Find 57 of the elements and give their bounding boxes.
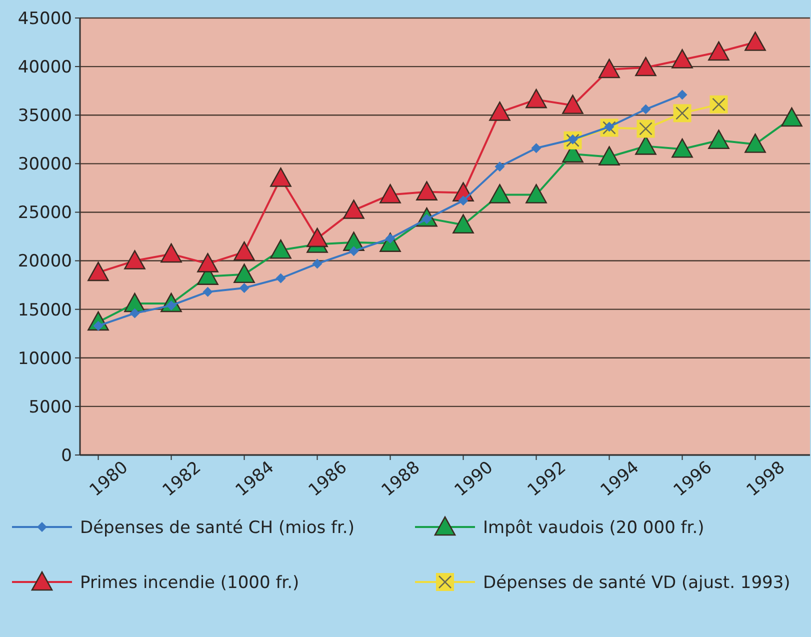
y-tick-label: 20000	[18, 252, 72, 272]
legend-label: Impôt vaudois (20 000 fr.)	[483, 518, 704, 538]
point	[708, 130, 730, 150]
y-tick-label: 40000	[18, 58, 72, 78]
y-tick-label: 25000	[18, 203, 72, 224]
point	[270, 168, 292, 187]
y-tick-label: 45000	[18, 8, 72, 29]
y-tick-label: 5000	[28, 397, 72, 418]
point	[88, 262, 109, 282]
y-tick-label: 15000	[18, 300, 72, 320]
point	[343, 200, 364, 219]
point	[130, 308, 140, 318]
point	[124, 250, 146, 270]
point	[526, 184, 547, 204]
point	[744, 32, 766, 51]
point	[677, 90, 688, 100]
point	[312, 258, 322, 269]
y-tick-label: 10000	[18, 348, 72, 369]
point	[197, 253, 218, 272]
point	[489, 102, 510, 121]
point	[160, 243, 182, 263]
legend-label: Primes incendie (1000 fr.)	[80, 572, 300, 593]
point	[458, 196, 468, 206]
point	[234, 264, 255, 284]
point	[636, 120, 655, 138]
point	[531, 143, 542, 154]
point	[744, 134, 766, 153]
point	[781, 107, 802, 127]
point	[640, 104, 651, 114]
point	[710, 95, 728, 114]
point	[635, 56, 656, 76]
point	[526, 88, 547, 108]
point	[234, 241, 255, 261]
point	[202, 286, 213, 297]
point	[598, 146, 620, 166]
point	[348, 246, 359, 256]
point	[635, 136, 656, 155]
point	[239, 282, 250, 293]
legend-label: Dépenses de santé CH (mios fr.)	[80, 518, 354, 538]
point	[672, 49, 693, 68]
point	[489, 184, 510, 204]
point	[306, 228, 328, 248]
point	[276, 273, 286, 284]
point	[598, 58, 620, 78]
point	[673, 104, 692, 122]
point	[452, 214, 474, 234]
y-tick-label: 0	[61, 446, 72, 466]
y-tick-label: 30000	[18, 154, 72, 175]
point	[270, 239, 292, 259]
legend-label: Dépenses de santé VD (ajust. 1993)	[483, 572, 790, 593]
y-tick-label: 35000	[18, 106, 72, 126]
point	[562, 94, 584, 114]
point	[708, 41, 730, 61]
point	[416, 181, 438, 200]
point	[672, 138, 693, 158]
point	[380, 184, 401, 204]
point	[494, 162, 505, 172]
